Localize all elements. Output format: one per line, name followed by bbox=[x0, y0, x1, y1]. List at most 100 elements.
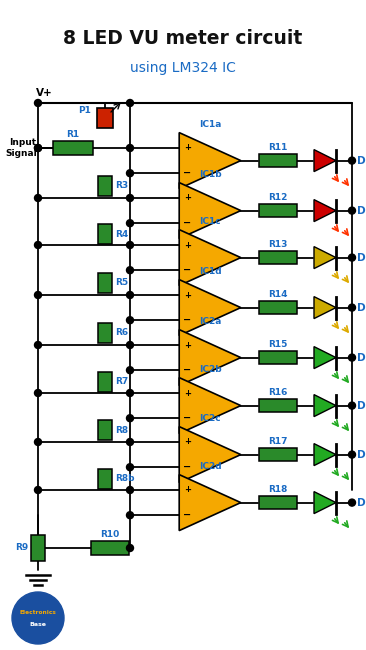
Circle shape bbox=[127, 415, 134, 422]
Circle shape bbox=[127, 367, 134, 374]
Text: −: − bbox=[183, 168, 191, 178]
Text: D8: D8 bbox=[357, 498, 366, 508]
Circle shape bbox=[127, 99, 134, 107]
Circle shape bbox=[127, 144, 134, 151]
Text: IC2b: IC2b bbox=[199, 365, 221, 374]
Text: −: − bbox=[183, 218, 191, 228]
FancyBboxPatch shape bbox=[98, 372, 112, 391]
FancyBboxPatch shape bbox=[53, 141, 93, 155]
Circle shape bbox=[127, 439, 134, 445]
Text: R4: R4 bbox=[115, 229, 128, 239]
Text: −: − bbox=[183, 365, 191, 375]
Text: R12: R12 bbox=[268, 193, 288, 202]
Text: +: + bbox=[184, 389, 191, 398]
Circle shape bbox=[127, 545, 134, 551]
Circle shape bbox=[127, 389, 134, 396]
Text: Base: Base bbox=[30, 623, 46, 627]
Circle shape bbox=[348, 402, 355, 409]
Text: R3: R3 bbox=[115, 181, 128, 190]
Text: Input
Signal: Input Signal bbox=[5, 138, 37, 158]
Polygon shape bbox=[314, 200, 336, 222]
Text: +: + bbox=[184, 144, 191, 153]
Polygon shape bbox=[179, 280, 241, 335]
Polygon shape bbox=[179, 183, 241, 239]
Text: R16: R16 bbox=[268, 388, 288, 397]
Circle shape bbox=[348, 304, 355, 311]
Text: R11: R11 bbox=[268, 143, 288, 152]
Circle shape bbox=[34, 389, 41, 396]
Text: V+: V+ bbox=[36, 88, 53, 98]
FancyBboxPatch shape bbox=[91, 541, 129, 555]
Circle shape bbox=[127, 220, 134, 227]
Circle shape bbox=[34, 242, 41, 248]
Text: D2: D2 bbox=[357, 205, 366, 216]
FancyBboxPatch shape bbox=[98, 420, 112, 440]
FancyBboxPatch shape bbox=[259, 399, 297, 412]
Text: D4: D4 bbox=[357, 303, 366, 313]
Text: R7: R7 bbox=[115, 377, 128, 386]
Text: −: − bbox=[183, 413, 191, 423]
Text: R18: R18 bbox=[268, 485, 288, 494]
Text: −: − bbox=[183, 462, 191, 472]
Circle shape bbox=[127, 291, 134, 298]
Text: R17: R17 bbox=[268, 437, 288, 446]
Circle shape bbox=[127, 463, 134, 471]
Text: D6: D6 bbox=[357, 400, 366, 411]
Circle shape bbox=[127, 486, 134, 493]
Circle shape bbox=[127, 170, 134, 177]
Circle shape bbox=[34, 99, 41, 107]
Circle shape bbox=[34, 439, 41, 445]
FancyBboxPatch shape bbox=[259, 448, 297, 461]
Text: R5: R5 bbox=[115, 278, 128, 287]
FancyBboxPatch shape bbox=[98, 322, 112, 343]
Circle shape bbox=[348, 499, 355, 506]
Text: Electronics: Electronics bbox=[19, 610, 56, 616]
Text: D3: D3 bbox=[357, 253, 366, 263]
Circle shape bbox=[127, 242, 134, 248]
Circle shape bbox=[348, 354, 355, 361]
Text: +: + bbox=[184, 486, 191, 495]
Circle shape bbox=[34, 341, 41, 348]
Circle shape bbox=[127, 194, 134, 202]
Text: R6: R6 bbox=[115, 328, 128, 337]
Circle shape bbox=[127, 266, 134, 274]
Text: 8 LED VU meter circuit: 8 LED VU meter circuit bbox=[63, 29, 303, 47]
Text: R13: R13 bbox=[268, 240, 288, 249]
Text: R10: R10 bbox=[100, 530, 120, 539]
Text: using LM324 IC: using LM324 IC bbox=[130, 61, 236, 75]
FancyBboxPatch shape bbox=[259, 251, 297, 264]
Circle shape bbox=[348, 451, 355, 458]
Circle shape bbox=[34, 194, 41, 202]
Polygon shape bbox=[314, 346, 336, 369]
Text: R1: R1 bbox=[67, 130, 79, 139]
Circle shape bbox=[348, 254, 355, 261]
Polygon shape bbox=[179, 229, 241, 285]
Polygon shape bbox=[314, 443, 336, 465]
Polygon shape bbox=[314, 246, 336, 268]
Text: IC2d: IC2d bbox=[199, 462, 221, 471]
FancyBboxPatch shape bbox=[31, 535, 45, 561]
Text: IC1a: IC1a bbox=[199, 120, 221, 129]
Polygon shape bbox=[314, 296, 336, 318]
Text: R15: R15 bbox=[268, 340, 288, 349]
Polygon shape bbox=[179, 330, 241, 385]
Text: R8b: R8b bbox=[115, 474, 134, 483]
Circle shape bbox=[127, 341, 134, 348]
Polygon shape bbox=[314, 395, 336, 417]
FancyBboxPatch shape bbox=[259, 496, 297, 509]
Text: +: + bbox=[184, 194, 191, 203]
FancyBboxPatch shape bbox=[259, 154, 297, 167]
FancyBboxPatch shape bbox=[98, 224, 112, 244]
Text: R8: R8 bbox=[115, 426, 128, 435]
Circle shape bbox=[34, 291, 41, 298]
Text: −: − bbox=[183, 510, 191, 520]
Polygon shape bbox=[179, 426, 241, 482]
FancyBboxPatch shape bbox=[259, 351, 297, 364]
Text: +: + bbox=[184, 341, 191, 350]
Text: +: + bbox=[184, 291, 191, 300]
Text: D1: D1 bbox=[357, 155, 366, 166]
FancyBboxPatch shape bbox=[97, 108, 113, 128]
Text: R14: R14 bbox=[268, 290, 288, 299]
Text: −: − bbox=[183, 315, 191, 325]
FancyBboxPatch shape bbox=[98, 176, 112, 196]
